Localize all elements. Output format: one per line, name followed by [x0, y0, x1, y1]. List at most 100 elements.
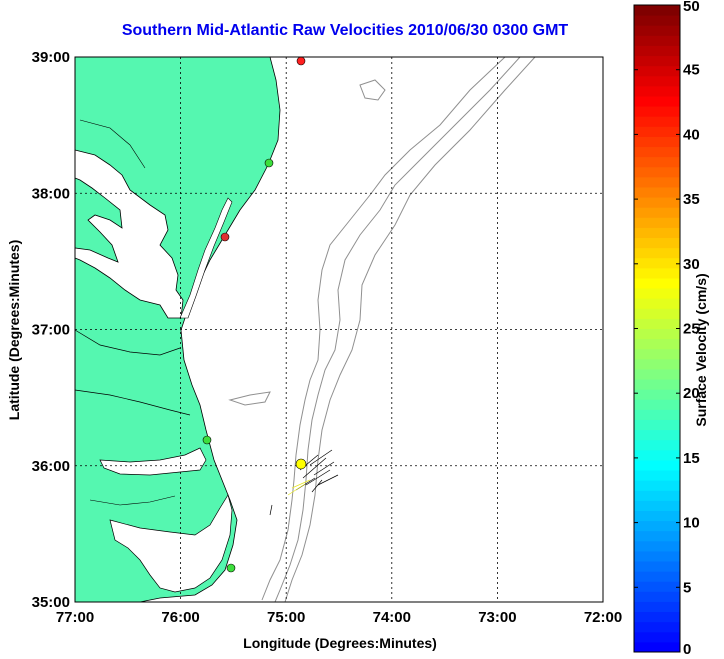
y-tick-label: 36:00 [32, 458, 70, 475]
colorbar-segment [634, 126, 680, 137]
colorbar-segment [634, 237, 680, 249]
colorbar-tick-label: 45 [683, 62, 700, 79]
colorbar-tick-label: 15 [683, 450, 700, 467]
colorbar-segment [634, 45, 680, 57]
colorbar-segment [634, 85, 680, 97]
colorbar-segment [634, 550, 680, 562]
y-tick-label: 35:00 [32, 594, 70, 611]
vector [291, 479, 311, 489]
colorbar-segment [634, 166, 680, 178]
colorbar-segment [634, 348, 680, 360]
vector [305, 469, 331, 486]
colorbar-segment [634, 510, 680, 522]
colorbar-segment [634, 308, 680, 319]
colorbar-segment [634, 368, 680, 380]
colorbar-segment [634, 631, 680, 643]
colorbar-segment [634, 459, 680, 471]
colorbar-segment [634, 399, 680, 410]
colorbar-segment [634, 449, 680, 461]
river-2 [74, 389, 191, 416]
colorbar-segment [634, 176, 680, 188]
colorbar-segment [634, 429, 680, 441]
colorbar-segment [634, 25, 680, 36]
map-title: Southern Mid-Atlantic Raw Velocities 201… [121, 22, 569, 39]
colorbar-segment [634, 490, 680, 501]
vector [313, 461, 335, 476]
colorbar-segment [634, 338, 680, 350]
hatteras-station [226, 563, 236, 573]
colorbar-segment [634, 358, 680, 370]
colorbar-segment [634, 5, 680, 16]
stations [202, 56, 307, 573]
vector [287, 483, 306, 496]
colorbar-segment [634, 257, 680, 269]
colorbar-segment [634, 621, 680, 633]
contour-mid [274, 56, 521, 603]
colorbar-segment [634, 591, 680, 602]
colorbar-segment [634, 156, 680, 168]
colorbar-segment [634, 379, 680, 390]
colorbar-label: Surface Velocity (cm/s) [693, 273, 709, 427]
north-station [296, 56, 306, 66]
colorbar-segment [634, 540, 680, 552]
colorbar-segment [634, 470, 680, 481]
colorbar-segment [634, 571, 680, 582]
colorbar-segment [634, 641, 680, 653]
colorbar [634, 5, 680, 653]
colorbar-segment [634, 318, 680, 329]
colorbar-segment [634, 207, 680, 218]
contour-shelf-break [261, 56, 506, 601]
offshore-station [295, 458, 307, 470]
colorbar-segment [634, 55, 680, 67]
vector [309, 449, 333, 466]
bathymetry-contours [228, 56, 536, 603]
grid [75, 57, 603, 602]
x-axis-ticks: 77:00 76:00 75:00 74:00 73:00 72:00 [56, 609, 622, 626]
y-axis-label: Latitude (Degrees:Minutes) [6, 239, 22, 421]
colorbar-tick-label: 5 [683, 579, 691, 596]
vector [311, 479, 323, 493]
colorbar-segment [634, 75, 680, 87]
colorbar-segment [634, 227, 680, 239]
x-tick-label: 73:00 [478, 609, 516, 626]
colorbar-tick-label: 0 [683, 641, 691, 658]
contour-bump [228, 391, 271, 406]
delmarva-bay [179, 197, 233, 319]
x-tick-label: 74:00 [373, 609, 411, 626]
colorbar-segment [634, 267, 680, 279]
colorbar-segment [634, 65, 680, 77]
colorbar-segment [634, 15, 680, 26]
river-4 [89, 495, 176, 506]
colorbar-segment [634, 186, 680, 198]
vector [269, 504, 273, 516]
colorbar-segment [634, 217, 680, 228]
colorbar-segment [634, 561, 680, 572]
colorbar-segment [634, 419, 680, 431]
colorbar-segment [634, 35, 680, 46]
colorbar-segment [634, 520, 680, 532]
colorbar-tick-label: 40 [683, 126, 700, 143]
delmarva-station [264, 158, 274, 168]
colorbar-segment [634, 197, 680, 208]
x-tick-label: 72:00 [584, 609, 622, 626]
colorbar-tick-label: 30 [683, 256, 700, 273]
y-tick-label: 39:00 [32, 49, 70, 66]
contour-deep [284, 56, 536, 603]
colorbar-segment [634, 288, 680, 299]
colorbar-segment [634, 601, 680, 613]
colorbar-segment [634, 298, 680, 309]
colorbar-segment [634, 409, 680, 420]
x-tick-label: 77:00 [56, 609, 94, 626]
colorbar-segment [634, 611, 680, 623]
colorbar-segment [634, 480, 680, 491]
colorbar-segment [634, 95, 680, 107]
colorbar-segment [634, 136, 680, 148]
x-tick-label: 76:00 [161, 609, 199, 626]
colorbar-segment [634, 439, 680, 451]
colorbar-segment [634, 146, 680, 158]
x-axis-label: Longitude (Degrees:Minutes) [243, 635, 437, 651]
y-axis-ticks: 39:00 38:00 37:00 36:00 35:00 [32, 49, 70, 611]
colorbar-segment [634, 581, 680, 592]
